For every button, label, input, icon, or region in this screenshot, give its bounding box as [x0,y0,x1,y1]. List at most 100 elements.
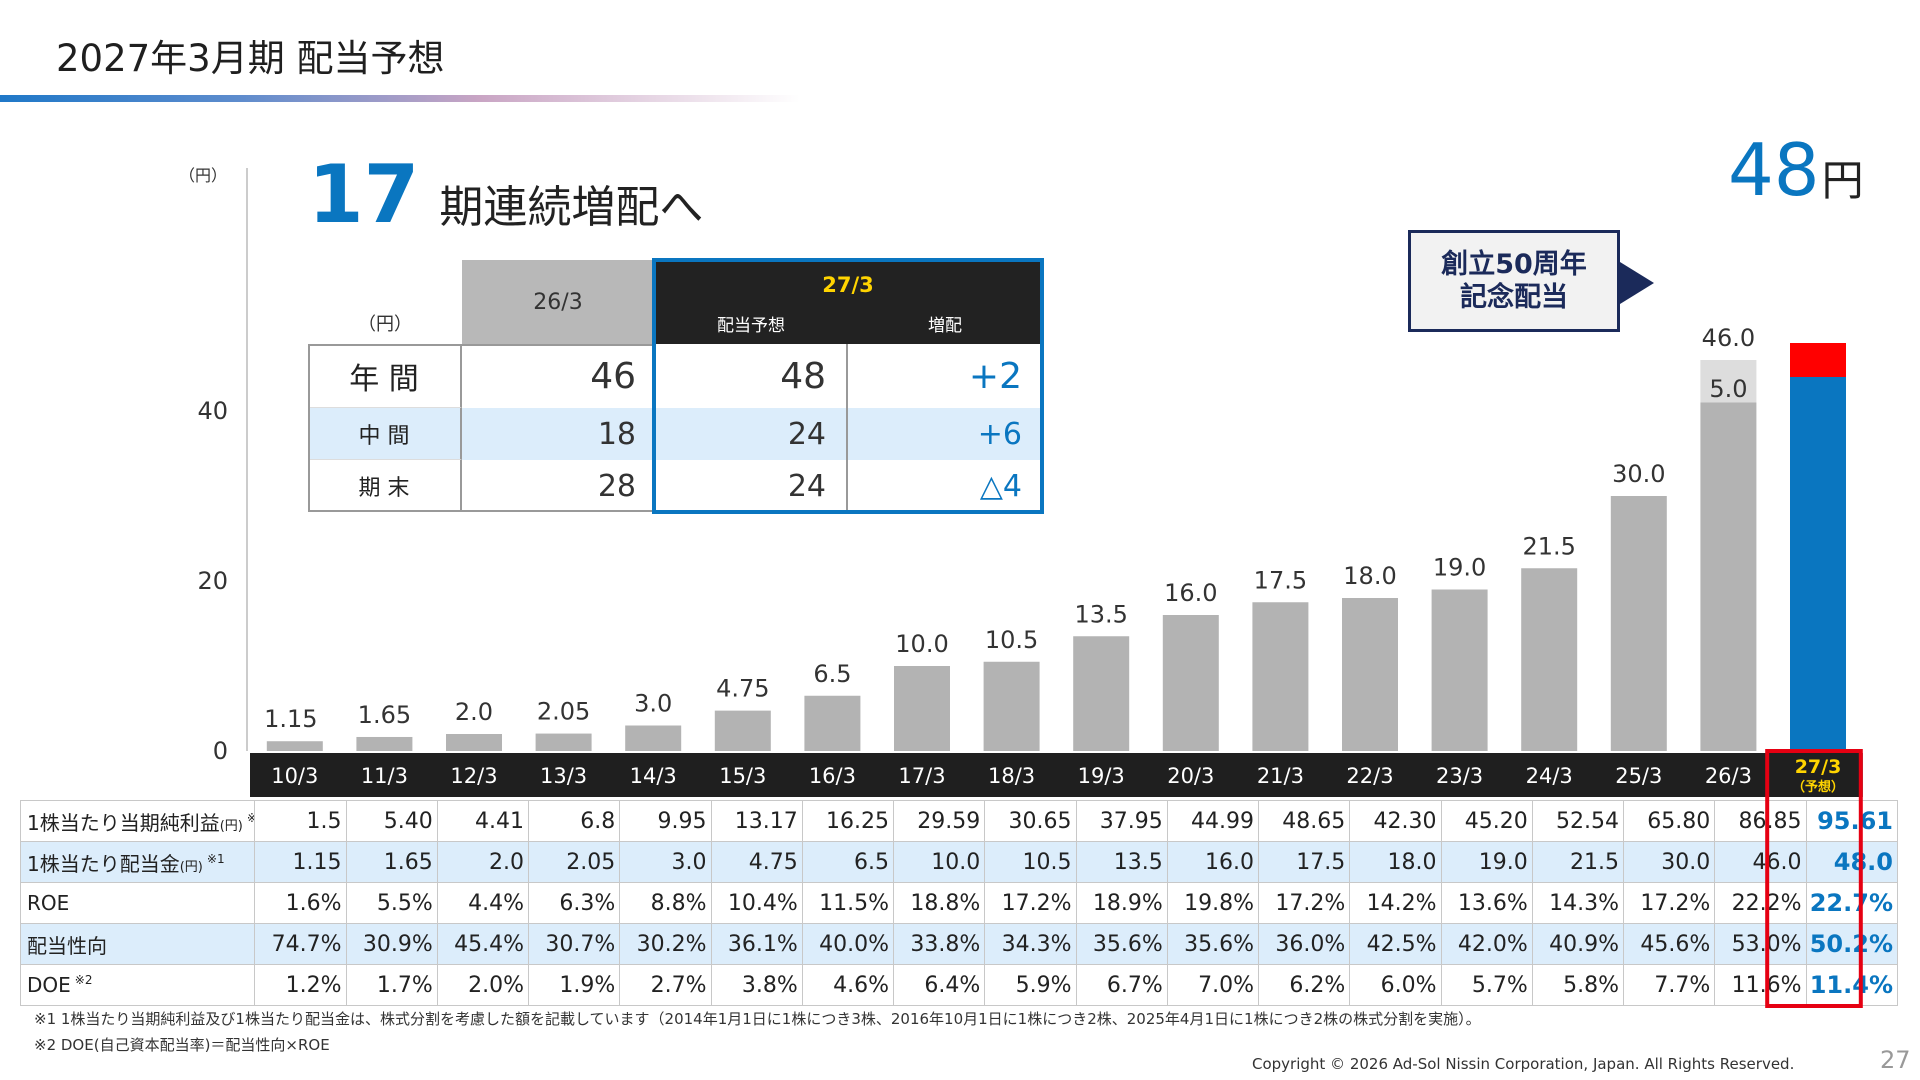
table-cell: 22.2% [1714,882,1807,924]
row-label-text: 配当性向 [27,933,107,958]
bar-value-label: 10.0 [895,630,948,658]
inset-header-current-label: 27/3 [822,273,874,297]
row-label-note: ※1 [206,851,225,866]
headline-text: 期連続増配へ [439,182,704,233]
table-cell: 36.0% [1258,923,1351,965]
table-cell: 45.20 [1440,800,1533,842]
y-tick-label: 0 [213,737,228,765]
table-cell: 30.0 [1623,841,1716,883]
table-cell: 42.5% [1349,923,1442,965]
table-row: 1株当たり当期純利益(円) ※11.55.404.416.89.9513.1716… [19,800,1899,842]
table-cell: 4.4% [436,882,530,924]
row-label-note: ※2 [74,973,93,988]
table-cell: 3.0 [619,841,712,883]
table-cell: 1.2% [254,964,347,1006]
table-cell: 42.0% [1440,923,1533,965]
bar-value-label: 17.5 [1254,566,1307,594]
anniversary-arrow-icon [1620,262,1654,304]
table-cell: 16.0 [1166,841,1260,883]
bar-value-label: 13.5 [1074,600,1127,628]
anniversary-line1: 創立50周年 [1441,249,1587,280]
table-cell: 50.2% [1805,923,1899,965]
inset-row-forecast: 24 [654,408,848,460]
table-cell: 40.0% [801,923,895,965]
table-cell: 46.0 [1714,841,1807,883]
row-label: ROE [19,882,256,924]
inset-row-forecast: 24 [654,460,848,512]
page-title: 2027年3月期 配当予想 [56,37,445,80]
copyright: Copyright © 2026 Ad-Sol Nissin Corporati… [1252,1055,1795,1073]
bar [804,695,861,751]
x-tick-label: 15/3 [719,764,766,788]
bar-value-label: 19.0 [1433,554,1486,582]
table-cell: 9.95 [619,800,712,842]
bar-value-label: 6.5 [813,660,851,688]
footnote-2: ※2 DOE(自己資本配当率)＝配当性向×ROE [34,1036,330,1054]
table-cell: 18.0 [1349,841,1442,883]
bar-value-label: 16.0 [1164,579,1217,607]
table-cell: 44.99 [1166,800,1260,842]
bar [535,733,592,751]
inset-row-increase: +6 [848,408,1042,460]
x-tick-label: 26/3 [1705,764,1752,788]
table-cell: 1.6% [254,882,347,924]
table-cell: 48.0 [1805,841,1899,883]
bar [1252,602,1309,751]
table-cell: 5.5% [345,882,438,924]
table-cell: 30.2% [619,923,712,965]
table-cell: 1.7% [345,964,438,1006]
table-cell: 7.7% [1623,964,1716,1006]
bar [1162,615,1219,751]
x-tick-label: 11/3 [361,764,408,788]
table-cell: 17.2% [1258,882,1351,924]
table-cell: 1.9% [528,964,621,1006]
table-cell: 7.0% [1166,964,1260,1006]
title-underline [0,95,800,102]
table-cell: 40.9% [1531,923,1625,965]
table-cell: 6.0% [1349,964,1442,1006]
table-cell: 22.7% [1805,882,1899,924]
table-cell: 19.8% [1166,882,1260,924]
bar-value-label: 3.0 [634,690,672,718]
forecast-total: 48円 [1728,128,1864,212]
table-cell: 53.0% [1714,923,1807,965]
inset-row-increase: +2 [848,344,1042,408]
forecast-total-value: 48 [1728,128,1820,212]
bar [1431,589,1488,751]
table-cell: 95.61 [1805,800,1899,842]
table-cell: 5.40 [345,800,438,842]
table-cell: 2.05 [528,841,621,883]
table-cell: 6.8 [528,800,621,842]
table-cell: 18.9% [1075,882,1168,924]
table-cell: 6.5 [801,841,895,883]
dividend-bar-chart: （円） 0 20 40 1.15 10/3 1.65 11/3 2.0 12/3 2.05 13/3… [179,166,1863,797]
table-cell: 52.54 [1531,800,1625,842]
inset-row-forecast: 48 [654,344,848,408]
row-label-unit: (円) [219,818,243,834]
table-cell: 45.6% [1623,923,1716,965]
bar [983,661,1040,751]
inset-row-prev: 18 [462,408,654,460]
x-tick-label: 14/3 [630,764,677,788]
table-cell: 17.5 [1258,841,1351,883]
bar-value-label: 1.15 [264,705,317,733]
table-cell: 65.80 [1623,800,1716,842]
y-tick-label: 20 [197,567,228,595]
bar [1700,402,1757,751]
table-cell: 18.8% [893,882,986,924]
anniversary-line2: 記念配当 [1460,282,1568,313]
inset-header-forecast: 配当予想 [717,315,785,336]
table-cell: 14.3% [1531,882,1625,924]
table-cell: 2.7% [619,964,712,1006]
inset-header-prev: 26/3 [462,260,654,344]
table-cell: 6.3% [528,882,621,924]
table-cell: 10.0 [893,841,986,883]
x-tick-label: 24/3 [1526,764,1573,788]
table-cell: 10.5 [984,841,1077,883]
table-cell: 30.9% [345,923,438,965]
bar [446,734,502,751]
headline-number: 17 [308,148,420,241]
inset-row-label: 中 間 [308,408,462,460]
financial-data-table: 1株当たり当期純利益(円)※11.55.404.416.89.9513.1716… [19,800,1899,1006]
row-label-text: 1株当たり配当金 [27,851,180,876]
